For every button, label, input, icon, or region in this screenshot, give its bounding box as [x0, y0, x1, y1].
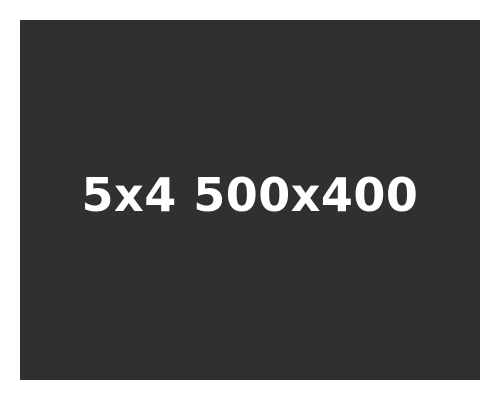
placeholder-panel: 5x4 500x400	[20, 20, 480, 380]
placeholder-label: 5x4 500x400	[81, 168, 419, 222]
